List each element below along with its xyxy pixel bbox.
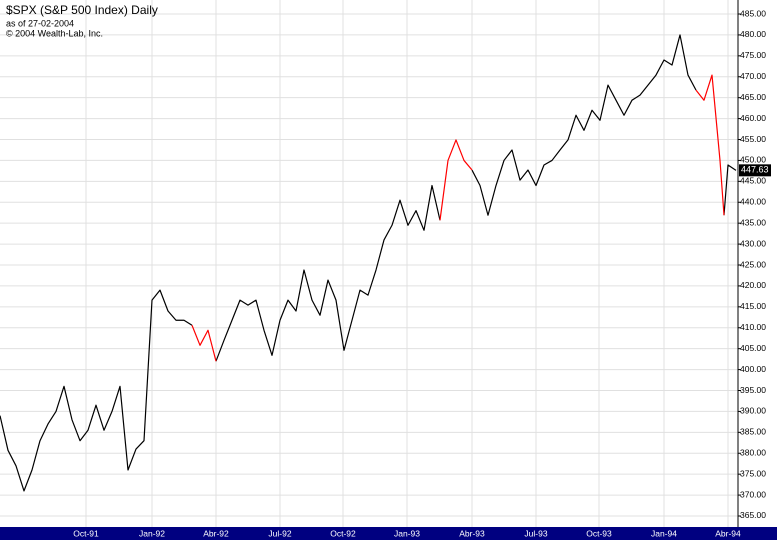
y-tick-label: 480.00 — [740, 29, 766, 39]
y-tick-label: 465.00 — [740, 92, 766, 102]
x-tick-label: Jul-92 — [268, 528, 291, 538]
x-tick-label: Jan-92 — [139, 528, 165, 538]
x-axis-bar — [0, 527, 777, 540]
y-tick-label: 390.00 — [740, 406, 766, 416]
y-tick-label: 485.00 — [740, 8, 766, 18]
y-tick-label: 475.00 — [740, 50, 766, 60]
axes: 365.00 370.00 375.00 380.00 385.00 390.00 395.… — [73, 8, 771, 538]
y-tick-label: 380.00 — [740, 448, 766, 458]
y-tick-label: 420.00 — [740, 280, 766, 290]
lines — [0, 34, 737, 492]
x-tick-label: Jan-93 — [394, 528, 420, 538]
chart-title: $SPX (S&P 500 Index) Daily — [6, 3, 158, 17]
last-price-box — [739, 164, 771, 177]
y-tick-label: 445.00 — [740, 176, 766, 186]
y-tick-label: 375.00 — [740, 468, 766, 478]
x-tick-label: Abr-92 — [203, 528, 229, 538]
y-tick-label: 365.00 — [740, 510, 766, 520]
y-tick-label: 410.00 — [740, 322, 766, 332]
price-line — [0, 34, 737, 492]
y-tick-label: 440.00 — [740, 197, 766, 207]
y-tick-label: 450.00 — [740, 155, 766, 165]
x-tick-label: Jul-93 — [524, 528, 547, 538]
price-line — [191, 74, 725, 362]
y-tick-label: 455.00 — [740, 134, 766, 144]
y-tick-label: 395.00 — [740, 385, 766, 395]
copyright: © 2004 Wealth-Lab, Inc. — [6, 28, 103, 38]
y-tick-label: 400.00 — [740, 364, 766, 374]
y-tick-label: 385.00 — [740, 427, 766, 437]
x-tick-label: Abr-93 — [459, 528, 485, 538]
y-tick-label: 430.00 — [740, 238, 766, 248]
last-price-label: 447.63 — [741, 165, 769, 175]
subtitle: as of 27-02-2004 — [6, 18, 74, 28]
x-tick-label: Oct-92 — [330, 528, 356, 538]
y-tick-label: 415.00 — [740, 301, 766, 311]
y-tick-label: 470.00 — [740, 71, 766, 81]
y-tick-label: 370.00 — [740, 489, 766, 499]
x-tick-label: Jan-94 — [651, 528, 677, 538]
x-tick-label: Oct-91 — [73, 528, 99, 538]
y-tick-label: 405.00 — [740, 343, 766, 353]
x-tick-label: Abr-94 — [715, 528, 741, 538]
y-tick-label: 460.00 — [740, 113, 766, 123]
y-tick-label: 435.00 — [740, 217, 766, 227]
y-tick-label: 425.00 — [740, 259, 766, 269]
x-tick-label: Oct-93 — [586, 528, 612, 538]
